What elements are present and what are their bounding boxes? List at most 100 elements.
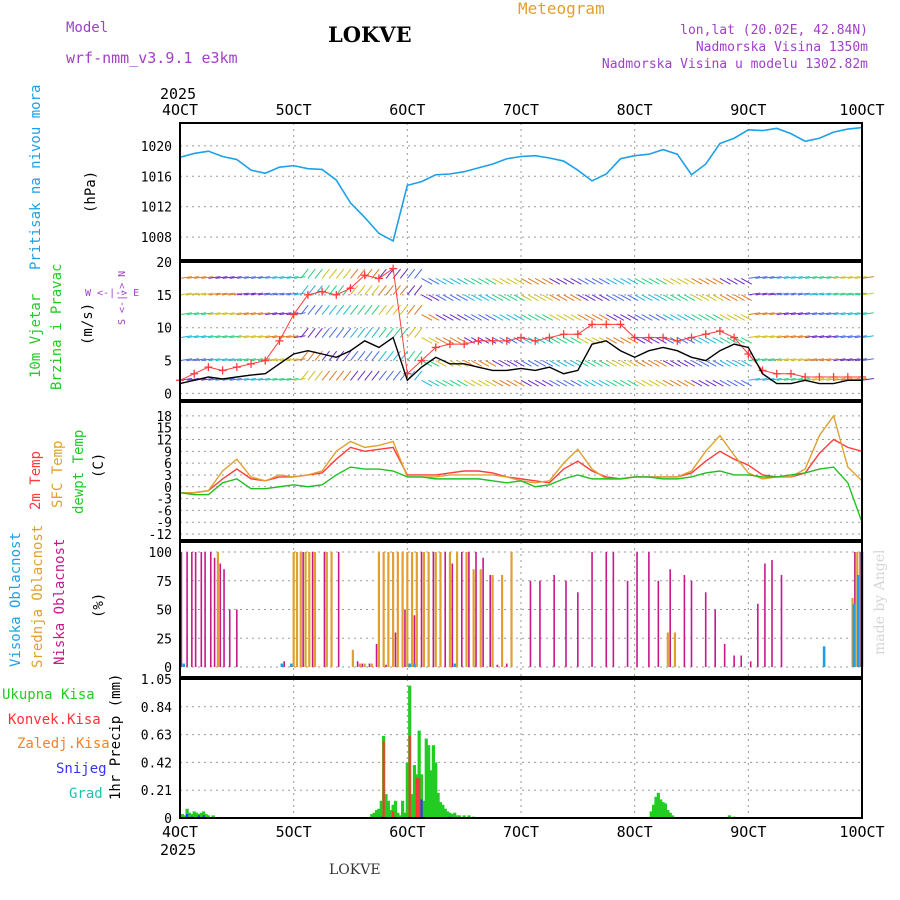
wind-arrow: [833, 276, 846, 279]
wind-arrow: [783, 377, 796, 381]
wind-arrow: [726, 337, 738, 344]
wind-arrow: [726, 277, 738, 285]
wind-arrow: [485, 314, 497, 321]
wind-arrow: [577, 277, 589, 285]
gust-marker: [559, 330, 568, 339]
x-tick-label-top: 7OCT: [503, 101, 539, 119]
wind-arrow: [485, 379, 497, 387]
wind-arrow: [783, 276, 796, 279]
cloud-mid-bar: [673, 632, 677, 667]
wind-arrow: [208, 292, 221, 296]
wind-arrow: [740, 379, 752, 387]
wind-arrow: [613, 314, 625, 321]
wind-arrow: [272, 276, 285, 279]
wind-arrow: [748, 292, 761, 296]
wind-arrow: [520, 337, 532, 344]
wind-arrow: [250, 276, 263, 279]
wind-arrow: [499, 360, 511, 367]
wind-arrow: [655, 337, 667, 344]
wind-arrow: [620, 294, 632, 302]
wind-arrow: [392, 285, 401, 296]
wind-arrow: [293, 335, 306, 339]
wind-arrow: [215, 358, 228, 362]
wind-arrow: [641, 294, 653, 302]
cloud-low-bar: [669, 569, 671, 667]
wind-arrow: [435, 314, 447, 321]
precip-snow-bar: [420, 799, 423, 818]
wind-arrow: [733, 277, 745, 285]
precip-total-bar: [443, 808, 447, 818]
y-tick-label: 0.42: [141, 756, 172, 771]
wind-arrow: [705, 379, 717, 387]
wind-arrow: [797, 377, 811, 381]
wind-arrow: [584, 360, 596, 367]
model-altitude-label: Nadmorska Visina u modelu 1302.82m: [601, 57, 868, 72]
wind-arrow: [733, 337, 745, 344]
wind-arrow: [606, 337, 618, 344]
wind-arrow: [463, 379, 475, 387]
wind-arrow: [421, 314, 433, 321]
wind-arrow: [740, 294, 752, 302]
cloud-low-bar: [180, 552, 183, 667]
wind-arrow: [399, 350, 409, 361]
wind-arrow: [428, 379, 440, 387]
wind-arrow: [187, 358, 200, 362]
precip-total-bar: [187, 812, 192, 818]
wind-arrow: [748, 276, 761, 279]
precip-total-bar: [666, 810, 670, 818]
wind-arrow: [719, 337, 731, 344]
cloud-mid-bar: [448, 552, 452, 667]
wind-arrow: [506, 379, 518, 387]
precip-total-bar: [652, 804, 656, 818]
wind-arrow: [307, 285, 316, 296]
product-title: Meteogram: [518, 0, 605, 18]
wind-arrow: [492, 294, 504, 302]
wind-arrow: [527, 379, 539, 387]
wind-arrow: [684, 314, 696, 321]
wind-arrow: [634, 337, 646, 344]
wind-arrow: [556, 294, 568, 302]
cloud-high-bar: [453, 663, 456, 667]
precip-total-bar: [204, 814, 208, 818]
wind-arrow: [677, 314, 689, 321]
precip-total-bar: [663, 803, 668, 818]
wind-arrow: [698, 277, 710, 285]
cloud-mid-bar: [377, 552, 381, 667]
wind-arrow: [449, 314, 461, 321]
wind-arrow: [406, 285, 416, 296]
precip-total-bar: [180, 814, 184, 818]
wind-arrow: [783, 312, 796, 316]
wind-arrow: [719, 379, 731, 387]
wind-arrow: [556, 379, 568, 387]
wind-arrow: [563, 314, 575, 321]
cloud-mid-bar: [313, 552, 317, 667]
gust-marker: [602, 320, 611, 329]
cloud-low-bar: [375, 644, 378, 667]
wind-arrow: [740, 337, 752, 344]
wind-arrow: [406, 304, 416, 315]
wind-arrow: [549, 314, 561, 321]
wind-arrow: [258, 312, 271, 316]
precip-total-bar: [393, 800, 398, 818]
wind-arrow: [321, 350, 330, 361]
cloud-low-bar: [420, 552, 423, 667]
precip-total-bar: [199, 812, 203, 818]
wind-arrow: [478, 277, 490, 285]
wind-arrow: [570, 294, 582, 302]
wind-arrow: [229, 358, 242, 362]
wind-arrow: [755, 292, 768, 296]
wind-arrow: [229, 312, 242, 316]
dewpt-line: [179, 466, 863, 523]
wind-arrow: [442, 337, 454, 344]
wind-arrow: [399, 370, 409, 381]
wind-arrow: [442, 277, 454, 285]
wind-arrow: [705, 294, 717, 302]
altitude-label: Nadmorska Visina 1350m: [695, 40, 868, 55]
y-tick-label: 1008: [141, 231, 172, 246]
cloud-low-bar: [451, 563, 454, 667]
gust-marker: [204, 363, 213, 372]
wind-arrow: [243, 377, 256, 381]
precip-conv-bar: [408, 735, 411, 818]
y-tick-label: 20: [156, 256, 172, 271]
wind-arrow: [812, 312, 825, 316]
